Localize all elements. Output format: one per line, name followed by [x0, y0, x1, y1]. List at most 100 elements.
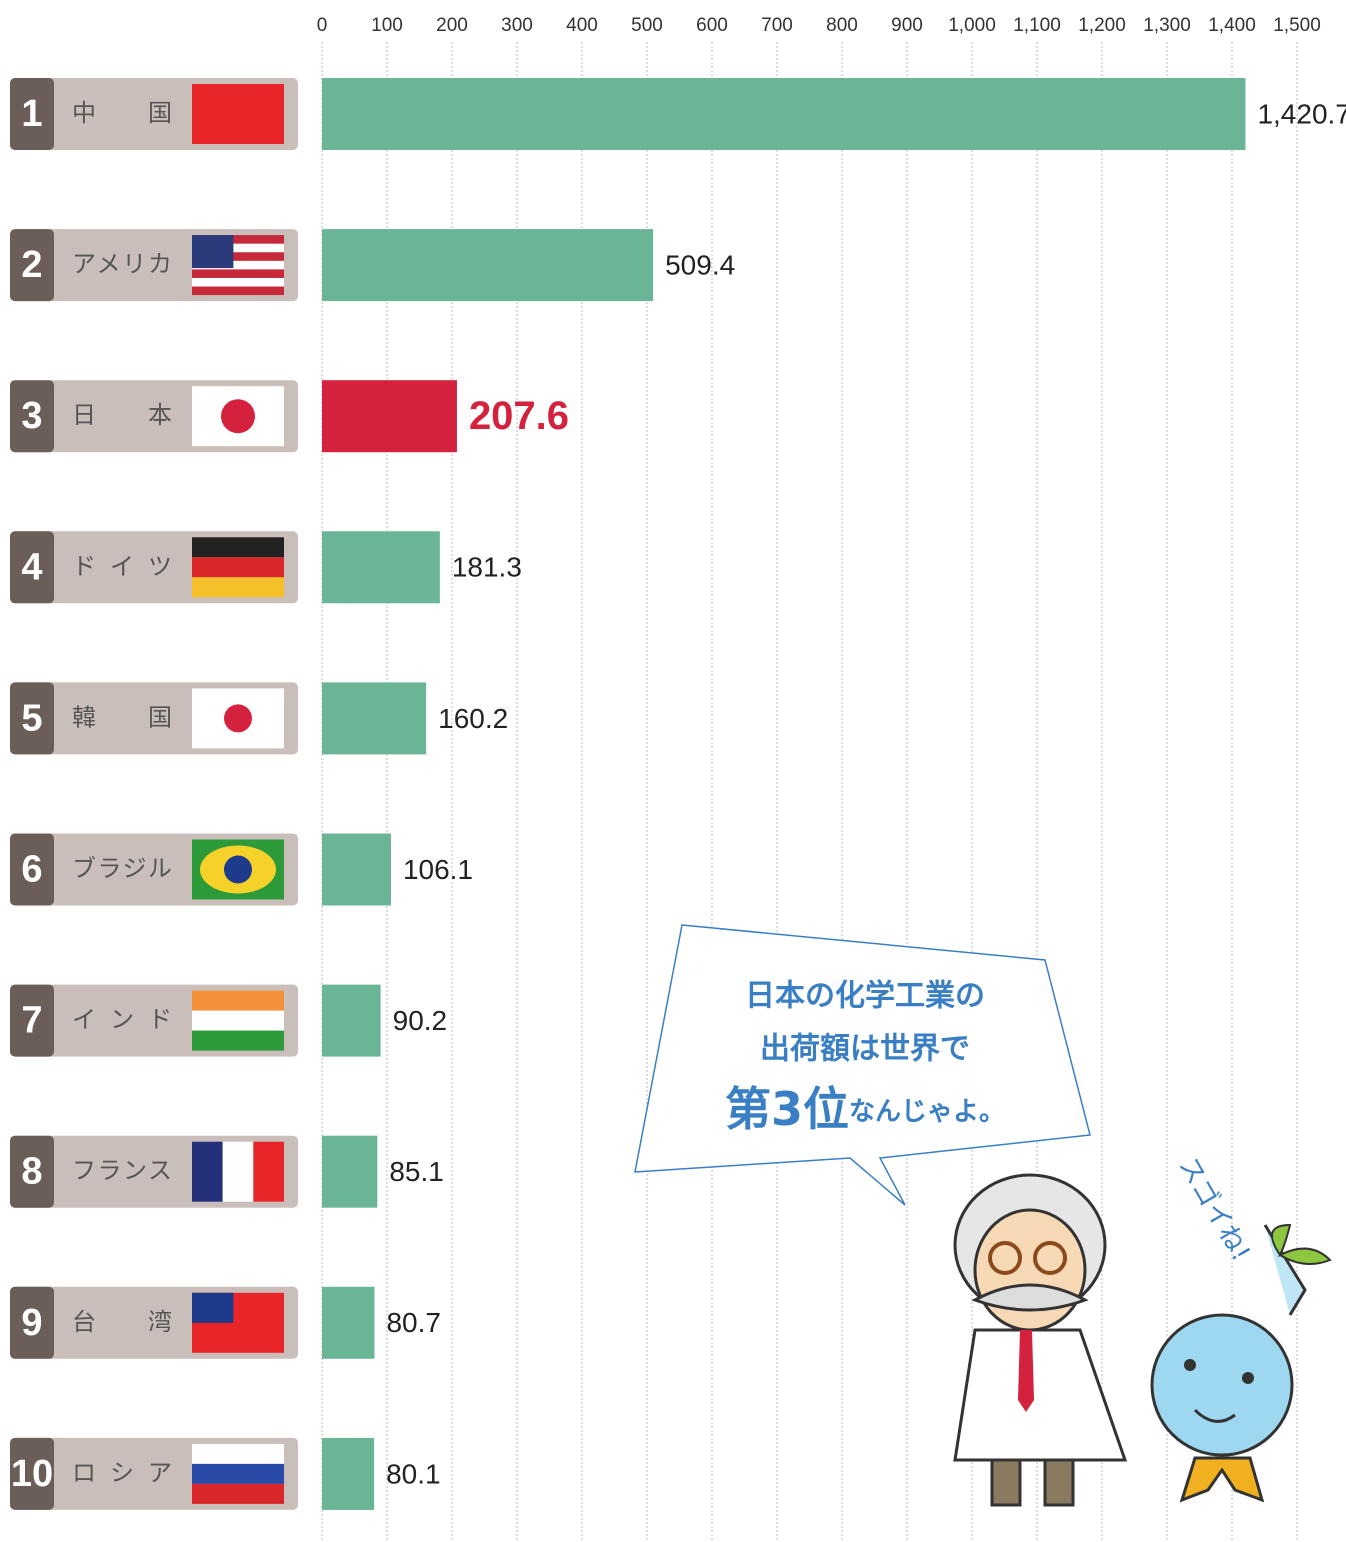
- category-label: フランス: [72, 1157, 172, 1185]
- bar: [322, 380, 457, 453]
- category-label: ロ シ ア: [72, 1459, 172, 1487]
- flag-part: [222, 1141, 254, 1202]
- category-label: 台 湾: [72, 1308, 172, 1336]
- rank-box: [10, 833, 54, 906]
- value-label: 90.2: [393, 1005, 448, 1036]
- flag-part: [192, 1483, 284, 1504]
- flag-part: [221, 399, 255, 434]
- category-label: イ ン ド: [72, 1006, 172, 1034]
- flag-part: [192, 1141, 223, 1202]
- flag-part: [253, 1141, 284, 1202]
- flag-part: [192, 1030, 284, 1051]
- flag: [192, 386, 284, 447]
- flag: [192, 839, 284, 900]
- category-label: 日 本: [72, 401, 172, 429]
- bar: [322, 78, 1246, 150]
- rank-label: 4: [21, 546, 42, 588]
- x-tick-label: 700: [761, 15, 793, 36]
- bar: [322, 1437, 375, 1510]
- x-tick-label: 600: [696, 15, 728, 36]
- x-tick-label: 1,100: [1013, 15, 1061, 36]
- flag-part: [192, 1010, 284, 1031]
- bar: [322, 833, 391, 906]
- rank-label: 3: [21, 395, 42, 437]
- flag-part: [192, 1463, 284, 1484]
- x-tick-label: 1,400: [1208, 15, 1256, 36]
- rank-box: [10, 380, 54, 453]
- flag-part: [224, 704, 252, 733]
- bar: [322, 1135, 378, 1208]
- rank-label: 2: [21, 244, 42, 286]
- bar: [322, 229, 654, 302]
- annotation-emphasis: 第3位: [725, 1082, 849, 1136]
- value-label: 106.1: [403, 854, 473, 885]
- flag: [192, 990, 284, 1051]
- flag: [192, 537, 284, 598]
- category-label: アメリカ: [72, 250, 172, 278]
- value-label: 85.1: [389, 1156, 444, 1187]
- flag: [192, 235, 284, 296]
- annotation-line: 日本の化学工業の: [745, 979, 985, 1014]
- flag-part: [192, 1443, 284, 1464]
- flag: [192, 1443, 284, 1504]
- x-tick-label: 900: [891, 15, 923, 36]
- flag: [192, 688, 284, 749]
- x-tick-label: 1,300: [1143, 15, 1191, 36]
- value-label: 160.2: [438, 703, 508, 734]
- flag-part: [192, 577, 284, 598]
- x-tick-label: 500: [631, 15, 663, 36]
- flag-part: [192, 557, 284, 578]
- rank-box: [10, 78, 54, 150]
- flag: [192, 1292, 284, 1353]
- rank-label: 9: [21, 1302, 42, 1344]
- professor-illustration: [953, 1173, 1128, 1507]
- category-label: ド イ ツ: [72, 552, 172, 580]
- rank-box: [10, 682, 54, 755]
- rank-label: 8: [21, 1151, 42, 1193]
- annotation-ending: なんじゃよ。: [849, 1097, 1005, 1127]
- value-label: 207.6: [469, 394, 569, 438]
- rank-box: [10, 1286, 54, 1359]
- annotation-line: 出荷額は世界で: [760, 1032, 970, 1067]
- speech-bubble: [634, 924, 1091, 1206]
- flag: [192, 1141, 284, 1202]
- value-label: 1,420.7: [1257, 98, 1346, 129]
- x-tick-label: 100: [371, 15, 403, 36]
- rank-label: 10: [11, 1453, 53, 1495]
- rank-label: 5: [21, 697, 42, 739]
- rank-box: [10, 229, 54, 302]
- flag-part: [192, 990, 284, 1011]
- rank-box: [10, 1135, 54, 1208]
- x-tick-label: 200: [436, 15, 468, 36]
- flask-illustration: [1150, 1223, 1332, 1503]
- value-label: 80.1: [386, 1458, 441, 1489]
- rank-label: 6: [21, 849, 42, 891]
- x-tick-label: 400: [566, 15, 598, 36]
- plot: 0 100 200 300 400 500 600 700 800 900 1,000 1,100 1,…: [10, 15, 1346, 1542]
- bar: [322, 682, 427, 755]
- flag: [192, 84, 284, 144]
- rank-box: [10, 531, 54, 604]
- x-tick-label: 800: [826, 15, 858, 36]
- flag-part: [192, 277, 284, 287]
- bar: [322, 531, 440, 604]
- flag-part: [192, 1292, 234, 1323]
- category-label: 中 国: [72, 99, 172, 127]
- annotation-line: 第3位なんじゃよ。: [725, 1082, 1005, 1136]
- exclamation: スゴイね!: [1172, 1152, 1255, 1266]
- category-label: ブラジル: [72, 855, 172, 883]
- bar: [322, 1286, 375, 1359]
- rank-label: 7: [21, 1000, 42, 1042]
- flag-part: [224, 855, 252, 884]
- value-label: 509.4: [665, 249, 735, 280]
- value-label: 80.7: [386, 1307, 441, 1338]
- x-tick-label: 300: [501, 15, 533, 36]
- x-tick-label: 1,000: [948, 15, 996, 36]
- value-label: 181.3: [452, 552, 522, 583]
- rank-box: [10, 1437, 54, 1510]
- rank-box: [10, 984, 54, 1057]
- flag-part: [192, 537, 284, 558]
- flag-part: [192, 84, 284, 144]
- x-tick-label: 1,500: [1273, 15, 1321, 36]
